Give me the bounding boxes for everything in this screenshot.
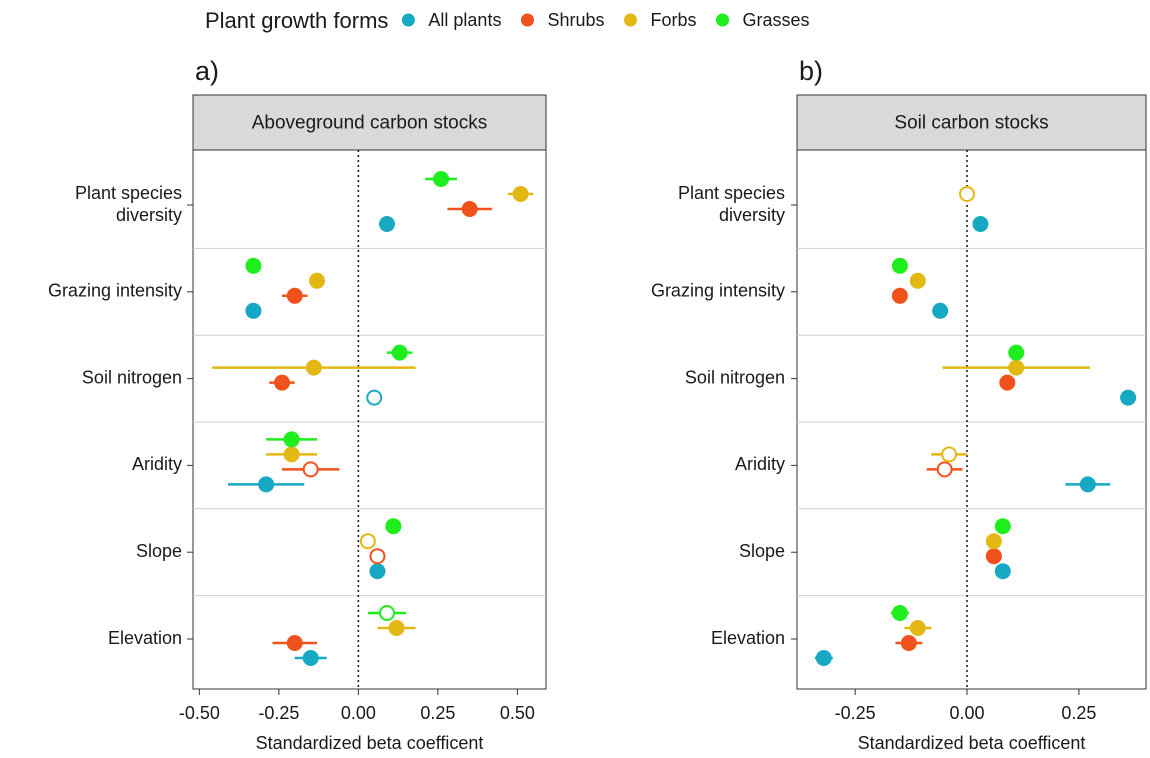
x-tick-label: -0.50 <box>179 703 220 723</box>
legend-swatch <box>401 13 415 27</box>
point <box>994 563 1011 580</box>
point <box>433 171 450 187</box>
x-tick-label: 0.50 <box>500 703 535 723</box>
panel-tag: a) <box>195 56 219 86</box>
point <box>994 518 1011 535</box>
strip-title: Aboveground carbon stocks <box>252 113 488 134</box>
legend-swatch <box>716 13 730 27</box>
y-tick-label: Plant species diversity <box>678 183 785 225</box>
legend-label: Shrubs <box>547 10 604 30</box>
point <box>909 272 926 289</box>
point <box>815 650 832 666</box>
y-tick-label: Grazing intensity <box>48 281 182 301</box>
point <box>891 287 908 304</box>
x-tick-label: 0.00 <box>950 703 985 723</box>
point <box>388 620 405 636</box>
point <box>891 257 908 274</box>
point <box>512 186 529 202</box>
y-tick-label: Aridity <box>735 454 785 474</box>
strip-title: Soil carbon stocks <box>894 113 1048 134</box>
point <box>909 620 926 636</box>
point-open <box>359 533 376 550</box>
panel <box>796 149 1147 690</box>
point <box>985 533 1002 550</box>
point <box>258 476 275 493</box>
x-axis-label: Standardized beta coefficent <box>858 733 1086 753</box>
point <box>245 257 262 274</box>
point <box>1079 476 1096 493</box>
point <box>932 302 949 319</box>
x-tick-label: 0.25 <box>420 703 455 723</box>
point <box>283 431 300 448</box>
point <box>274 374 291 391</box>
point <box>302 650 319 666</box>
point <box>391 344 408 361</box>
point <box>286 635 303 651</box>
y-tick-label: Plant species diversity <box>75 183 182 225</box>
y-tick-label: Slope <box>136 541 182 561</box>
point <box>286 287 303 304</box>
strip <box>192 94 547 151</box>
point-open <box>366 389 383 406</box>
point <box>385 518 402 535</box>
point-open <box>959 186 976 202</box>
panel <box>192 149 547 690</box>
point <box>305 359 322 376</box>
point <box>1008 359 1025 376</box>
legend-label: All plants <box>428 10 501 30</box>
point <box>972 216 989 232</box>
y-tick-label: Soil nitrogen <box>685 367 785 387</box>
y-tick-label: Aridity <box>132 454 182 474</box>
point-open <box>302 461 319 478</box>
legend-label: Grasses <box>743 10 810 30</box>
point <box>891 605 908 621</box>
point <box>369 563 386 580</box>
y-tick-label: Grazing intensity <box>651 281 785 301</box>
y-tick-label: Slope <box>739 541 785 561</box>
point-open <box>941 446 958 463</box>
x-tick-label: -0.25 <box>835 703 876 723</box>
x-axis-label: Standardized beta coefficent <box>256 733 484 753</box>
point <box>999 374 1016 391</box>
legend-label: Forbs <box>651 10 697 30</box>
y-tick-label: Soil nitrogen <box>82 367 182 387</box>
point <box>900 635 917 651</box>
x-tick-label: 0.00 <box>341 703 376 723</box>
y-tick-label: Elevation <box>108 628 182 648</box>
legend-swatch <box>520 13 534 27</box>
x-tick-label: 0.25 <box>1061 703 1096 723</box>
point <box>985 548 1002 565</box>
point <box>1120 389 1137 406</box>
point <box>309 272 326 289</box>
point-open <box>936 461 953 478</box>
point <box>283 446 300 463</box>
panel-tag: b) <box>799 56 823 86</box>
point <box>1008 344 1025 361</box>
legend-swatch <box>624 13 637 27</box>
x-tick-label: -0.25 <box>258 703 299 723</box>
strip <box>796 94 1147 151</box>
point <box>461 201 478 217</box>
y-tick-label: Elevation <box>711 628 785 648</box>
point <box>245 302 262 319</box>
point-open <box>378 605 395 621</box>
legend-title: Plant growth forms <box>205 8 388 33</box>
point-open <box>369 548 386 565</box>
point <box>378 216 395 232</box>
